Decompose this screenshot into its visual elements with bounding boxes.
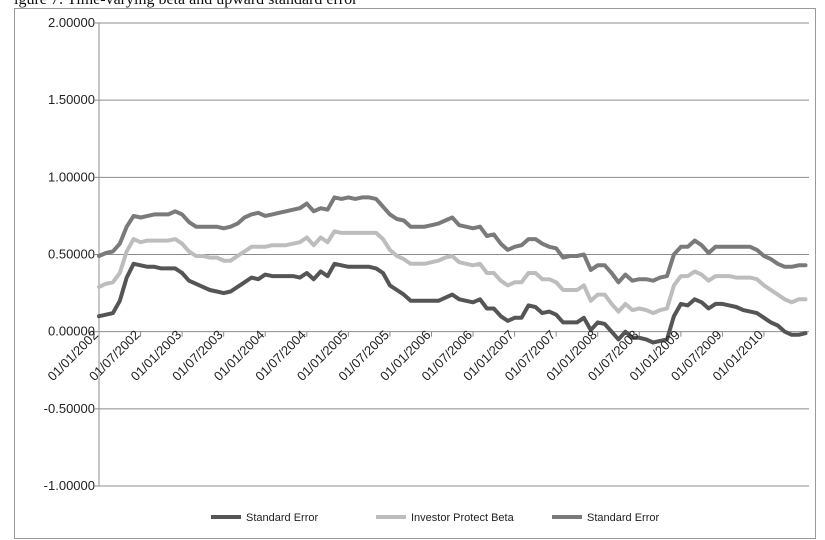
- y-tick-label: 2.00000: [48, 15, 95, 30]
- y-tick-label: 1.00000: [48, 169, 95, 184]
- y-tick-label: 1.50000: [48, 92, 95, 107]
- chart-area: -1.00000 -0.50000 0.00000 0.50000 1.00000 1.5…: [14, 8, 816, 539]
- series-lines: [97, 195, 808, 345]
- y-tick-label: -0.50000: [44, 401, 95, 416]
- legend-label-2: Investor Protect Beta: [411, 512, 515, 524]
- gridlines: [99, 22, 809, 487]
- figure-caption: igure 7: Time-varying beta and upward st…: [14, 0, 357, 9]
- y-axis-tick-labels: -1.00000 -0.50000 0.00000 0.50000 1.00000 1.5…: [44, 15, 95, 493]
- legend-label-1: Standard Error: [246, 512, 318, 524]
- legend-label-3: Standard Error: [587, 512, 659, 524]
- y-tick-label: 0.00000: [48, 324, 95, 339]
- series-line-3: [97, 195, 808, 285]
- y-tick-label: 0.50000: [48, 247, 95, 262]
- line-chart: -1.00000 -0.50000 0.00000 0.50000 1.00000 1.5…: [44, 15, 809, 524]
- series-line-1: [97, 261, 808, 345]
- x-axis-tick-labels: 01/01/200201/07/200201/01/200301/07/2003…: [44, 327, 766, 384]
- legend: Standard Error Investor Protect Beta Stand…: [211, 512, 659, 524]
- y-tick-label: -1.00000: [44, 478, 95, 493]
- series-line-2: [97, 229, 808, 316]
